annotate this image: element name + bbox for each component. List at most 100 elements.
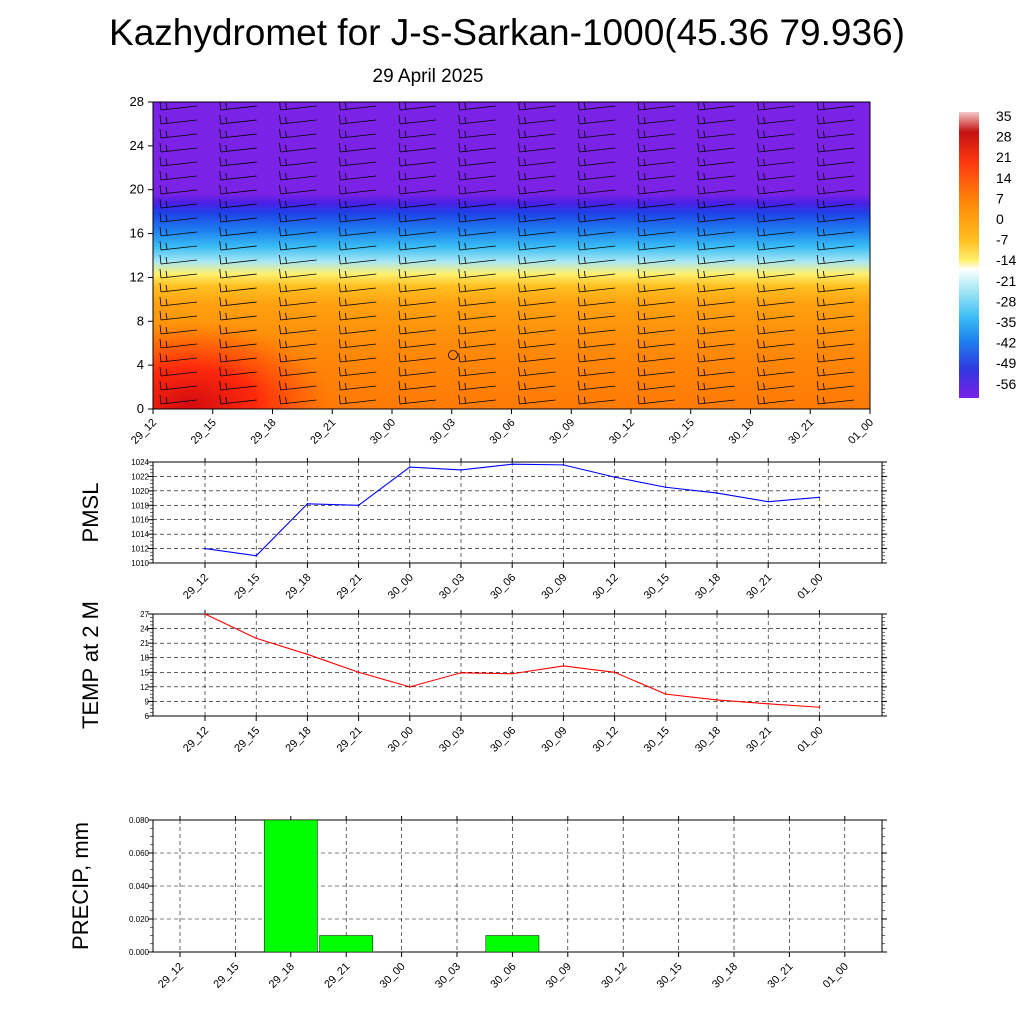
chart-title: Kazhydromet for J-s-Sarkan-1000(45.36 79… xyxy=(109,12,905,53)
wind-barb xyxy=(579,147,616,153)
wind-barb xyxy=(698,175,735,181)
temp-chart-point xyxy=(460,671,462,674)
wind-barb-flag xyxy=(344,270,347,278)
x-tick-label: 30_00 xyxy=(386,572,416,602)
wind-barb-flag xyxy=(398,156,401,167)
wind-barb xyxy=(399,245,437,251)
wind-barb-flag xyxy=(159,296,162,307)
wind-barb-flag xyxy=(637,184,640,195)
wind-barb-flag xyxy=(219,240,222,251)
wind-barb-flag xyxy=(763,102,765,110)
wind-barb-flag xyxy=(219,184,222,195)
wind-barb xyxy=(399,399,437,405)
wind-barb-flag xyxy=(577,198,580,209)
wind-barb-flag xyxy=(577,128,580,139)
wind-barb-flag xyxy=(338,366,341,377)
wind-barb-flag xyxy=(338,226,341,237)
wind-barb xyxy=(220,315,257,321)
wind-barb-flag xyxy=(165,228,168,236)
wind-barb-flag xyxy=(643,312,646,320)
wind-barb-flag xyxy=(458,128,461,139)
wind-barb xyxy=(399,371,437,377)
x-tick-label: 30_12 xyxy=(591,725,621,755)
wind-barb-flag xyxy=(279,142,281,153)
wind-barb-flag xyxy=(577,394,580,405)
wind-barb-flag xyxy=(404,102,407,110)
wind-barb-flag xyxy=(703,186,706,194)
wind-barb xyxy=(579,343,616,349)
wind-barb xyxy=(638,203,676,209)
y-tick-label: 12 xyxy=(140,683,149,692)
wind-barb xyxy=(459,371,496,377)
wind-barb-flag xyxy=(518,212,520,223)
wind-barb xyxy=(579,217,616,223)
wind-barb-flag xyxy=(637,142,640,153)
x-tick-label: 29_15 xyxy=(232,572,262,602)
wind-barb-flag xyxy=(458,156,461,167)
wind-barb-flag xyxy=(404,242,407,250)
wind-barb-flag xyxy=(219,352,222,363)
wind-barb-flag xyxy=(338,310,341,321)
wind-barb-flag xyxy=(757,394,759,405)
wind-barb-flag xyxy=(458,310,461,321)
colorbar-label: -7 xyxy=(996,232,1009,248)
wind-barb xyxy=(758,231,795,237)
wind-barb xyxy=(698,119,735,125)
x-tick-label: 30_21 xyxy=(765,961,795,991)
wind-barb-flag xyxy=(643,256,646,264)
wind-barb-flag xyxy=(279,198,281,209)
wind-barb-flag xyxy=(583,298,586,306)
wind-barb-flag xyxy=(279,114,281,125)
wind-barb-flag xyxy=(822,396,825,404)
wind-barb-flag xyxy=(344,368,347,376)
wind-barb-flag xyxy=(219,128,222,139)
wind-barb xyxy=(519,217,556,223)
wind-barb xyxy=(340,133,377,139)
wind-barb-flag xyxy=(757,338,759,349)
x-tick-label: 30_09 xyxy=(539,725,569,755)
wind-barb-flag xyxy=(159,366,162,377)
wind-barb-flag xyxy=(285,200,287,208)
wind-barb-flag xyxy=(583,382,586,390)
wind-barb xyxy=(698,371,735,377)
wind-barb-flag xyxy=(404,396,407,404)
wind-barb xyxy=(818,203,855,209)
wind-barb xyxy=(519,189,556,195)
wind-barb-flag xyxy=(577,240,580,251)
wind-barb xyxy=(758,301,795,307)
x-tick-label: 29_18 xyxy=(267,961,297,991)
wind-barb xyxy=(160,343,198,349)
heatmap-y-tick-label: 8 xyxy=(137,313,144,328)
colorbar-label: 7 xyxy=(996,190,1004,206)
wind-barb-flag xyxy=(637,212,640,223)
wind-barb xyxy=(340,189,377,195)
wind-barb-flag xyxy=(697,254,700,265)
chart-subtitle: 29 April 2025 xyxy=(372,66,484,87)
wind-barb xyxy=(818,259,855,265)
wind-barb-flag xyxy=(225,214,228,222)
wind-barb xyxy=(758,175,795,181)
colorbar-label: -35 xyxy=(996,314,1016,330)
wind-barb-flag xyxy=(404,144,407,152)
wind-barb-flag xyxy=(159,282,162,293)
wind-barb xyxy=(160,105,198,111)
wind-barb xyxy=(280,385,317,391)
wind-barb-flag xyxy=(165,284,168,292)
wind-barb xyxy=(160,273,198,279)
x-tick-label: 29_12 xyxy=(181,725,211,755)
wind-barb-flag xyxy=(398,394,401,405)
pmsl-chart-point xyxy=(204,547,206,550)
wind-barb xyxy=(758,189,795,195)
wind-barb xyxy=(220,119,257,125)
wind-barb xyxy=(519,357,556,363)
wind-barb xyxy=(579,231,616,237)
wind-barb-flag xyxy=(703,284,706,292)
wind-barb xyxy=(220,357,257,363)
wind-barb-flag xyxy=(763,312,765,320)
wind-barb-flag xyxy=(404,368,407,376)
wind-barb-flag xyxy=(518,296,520,307)
wind-barb xyxy=(160,385,198,391)
wind-barb xyxy=(459,203,496,209)
wind-barb xyxy=(459,119,496,125)
x-tick-label: 30_03 xyxy=(433,961,463,991)
